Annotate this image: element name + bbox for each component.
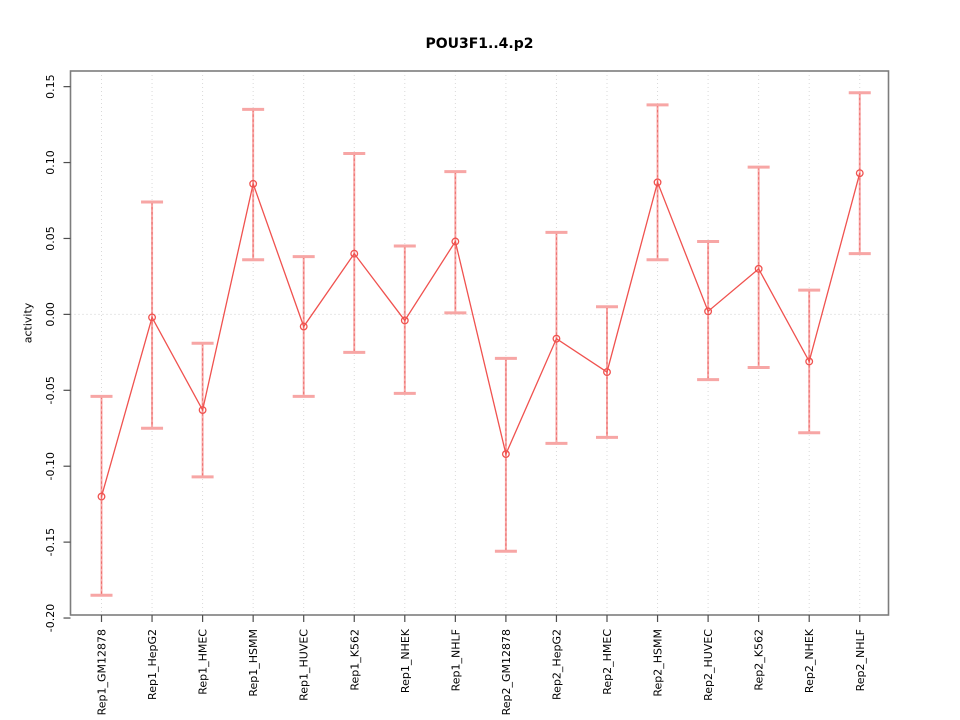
x-tick-label: Rep1_HMEC [197,629,210,695]
x-tick-label: Rep2_NHLF [854,629,867,691]
data-point [148,313,156,322]
x-tick-label: Rep1_HUVEC [298,629,311,701]
data-point [299,322,308,331]
y-tick-label: -0.15 [44,528,57,556]
x-tick-label: Rep2_HMEC [601,629,614,695]
data-point [451,237,460,246]
x-tick-label: Rep1_GM12878 [96,629,109,715]
data-point [552,334,561,343]
x-tick-label: Rep1_K562 [348,629,361,691]
data-point [400,316,409,325]
data-point [754,264,763,273]
data-point [249,179,258,188]
x-tick-label: Rep2_HSMM [652,629,665,697]
data-point [653,178,662,187]
data-point [855,169,864,178]
x-tick-label: Rep2_GM12878 [500,629,513,715]
x-tick-label: Rep2_NHEK [803,628,816,693]
y-tick-label: -0.10 [44,452,57,480]
y-tick-label: -0.20 [44,604,57,632]
series-line [100,173,861,497]
data-point [97,492,106,501]
x-tick-label: Rep1_NHLF [449,629,462,691]
x-tick-label: Rep1_NHEK [399,628,412,693]
x-tick-label: Rep1_HepG2 [146,629,159,700]
data-point [603,368,611,377]
x-tick-label: Rep2_HUVEC [702,629,715,701]
y-tick-label: 0.10 [44,150,57,175]
x-tick-label: Rep2_HepG2 [550,629,563,700]
y-tick-label: 0.15 [44,74,57,99]
y-tick-label: 0.05 [44,226,57,251]
x-tick-label: Rep1_HSMM [247,629,260,697]
data-point [350,249,359,258]
x-tick-label: Rep2_K562 [753,629,766,691]
y-tick-label: -0.05 [44,376,57,404]
chart-title: POU3F1..4.p2 [425,36,534,52]
y-tick-label: 0.00 [44,302,57,327]
data-point [501,450,510,459]
data-point [198,406,207,414]
data-point [704,307,713,316]
data-point [805,357,814,366]
plot-box [69,70,890,616]
